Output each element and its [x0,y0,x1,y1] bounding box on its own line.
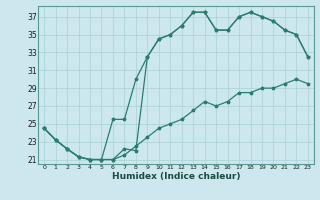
X-axis label: Humidex (Indice chaleur): Humidex (Indice chaleur) [112,172,240,181]
